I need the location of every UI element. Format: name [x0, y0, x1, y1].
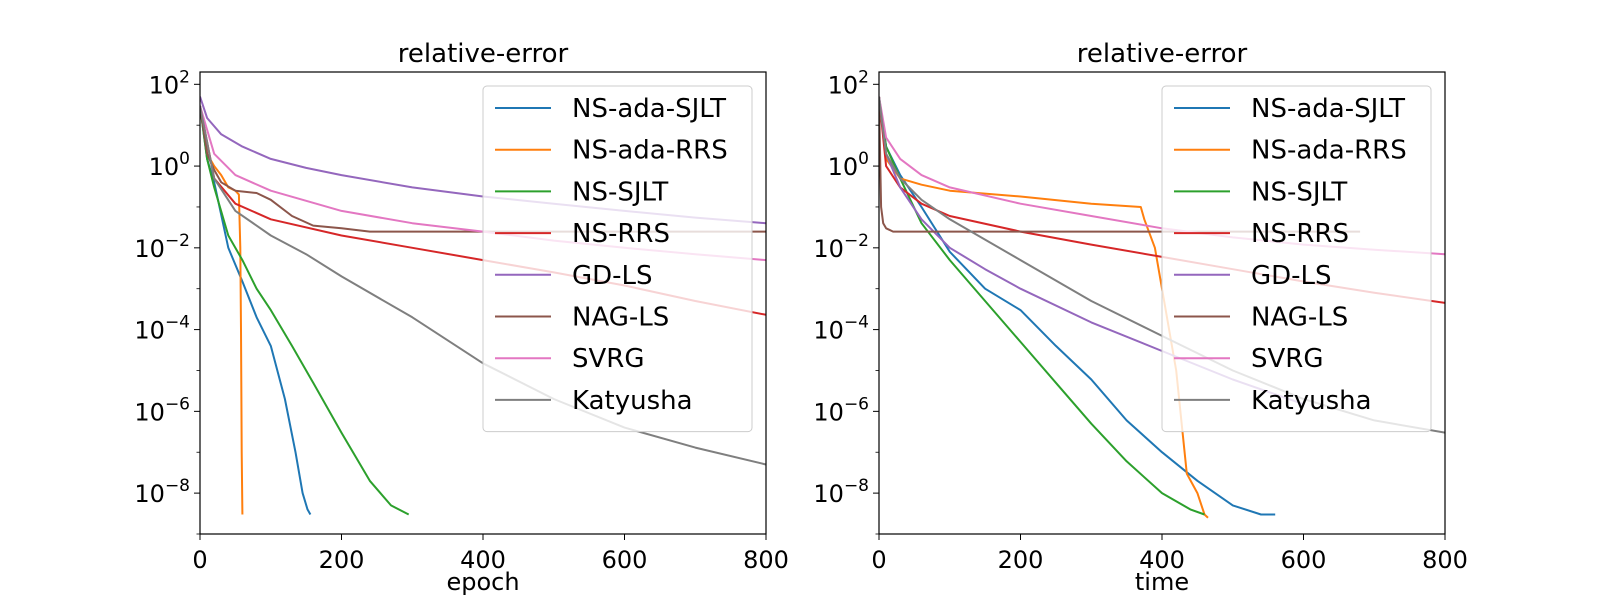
legend-label-katyusha: Katyusha: [572, 386, 693, 416]
x-tick-label: 0: [192, 546, 207, 574]
legend-label-svrg: SVRG: [572, 344, 645, 374]
series-group: [200, 96, 766, 516]
legend-label-ns-ada-sjlt: NS-ada-SJLT: [572, 94, 726, 124]
x-tick-label: 400: [1139, 546, 1185, 574]
y-tick-label: 100: [149, 149, 190, 181]
legend-label-ns-rrs: NS-RRS: [572, 219, 670, 249]
y-tick-label: 10−4: [813, 313, 869, 345]
chart-panel-right: relative-error 0 200 400 600 800 102 100 10−2 10−…: [813, 39, 1468, 596]
y-tick-label: 10−8: [813, 476, 869, 508]
series-line-ns-ada-rrs: [200, 105, 244, 515]
x-tick-label: 200: [319, 546, 365, 574]
legend-label-gd-ls: GD-LS: [572, 261, 653, 291]
y-tick-label: 100: [828, 149, 869, 181]
legend: NS-ada-SJLT NS-ada-RRS NS-SJLT NS-RRS GD-LS N…: [482, 85, 753, 433]
legend-label-katyusha: Katyusha: [1251, 386, 1372, 416]
legend-label-ns-sjlt: NS-SJLT: [572, 177, 668, 207]
series-line-ns-sjlt: [879, 96, 1205, 516]
y-tick-label: 102: [828, 67, 869, 99]
y-tick-label: 10−6: [134, 394, 190, 426]
x-tick-label: 800: [1422, 546, 1468, 574]
x-tick-label: 800: [743, 546, 789, 574]
x-axis-label: epoch: [446, 568, 519, 596]
series-line-ns-ada-rrs: [879, 96, 1209, 519]
legend-box: [1161, 85, 1432, 433]
y-tick-label: 10−8: [134, 476, 190, 508]
x-tick-label: 600: [1281, 546, 1327, 574]
legend-label-gd-ls: GD-LS: [1251, 261, 1332, 291]
series-line-ns-sjlt: [200, 105, 410, 516]
chart-panel-left: relative-error 0 200 400 600 800 102 100 10−2 10−…: [134, 39, 789, 596]
legend-label-nag-ls: NAG-LS: [572, 303, 669, 333]
x-tick-label: 200: [998, 546, 1044, 574]
y-tick-label: 10−4: [134, 313, 190, 345]
y-tick-label: 10−2: [813, 231, 869, 263]
chart-title: relative-error: [1077, 39, 1248, 69]
y-tick-label: 10−6: [813, 394, 869, 426]
x-tick-label: 0: [871, 546, 886, 574]
x-tick-label: 600: [602, 546, 648, 574]
y-tick-label: 102: [149, 67, 190, 99]
legend-label-ns-ada-rrs: NS-ada-RRS: [572, 136, 728, 166]
legend-label-ns-sjlt: NS-SJLT: [1251, 177, 1347, 207]
series-line-ns-ada-sjlt: [200, 105, 312, 515]
legend-box: [482, 85, 753, 433]
legend-label-svrg: SVRG: [1251, 344, 1324, 374]
chart-title: relative-error: [398, 39, 569, 69]
x-tick-label: 400: [460, 546, 506, 574]
legend-label-ns-ada-sjlt: NS-ada-SJLT: [1251, 94, 1405, 124]
legend-label-ns-rrs: NS-RRS: [1251, 219, 1349, 249]
y-tick-label: 10−2: [134, 231, 190, 263]
legend: NS-ada-SJLT NS-ada-RRS NS-SJLT NS-RRS GD-LS N…: [1161, 85, 1432, 433]
legend-label-nag-ls: NAG-LS: [1251, 303, 1348, 333]
x-axis-label: time: [1135, 568, 1189, 596]
legend-label-ns-ada-rrs: NS-ada-RRS: [1251, 136, 1407, 166]
